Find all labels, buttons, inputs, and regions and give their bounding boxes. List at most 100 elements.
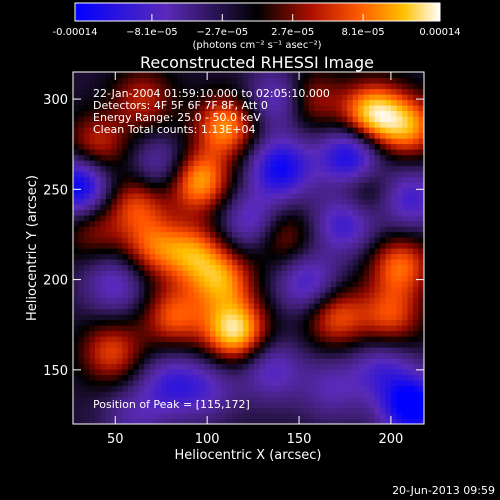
heatmap-cell [270,171,277,178]
heatmap-cell [100,308,107,315]
heatmap-cell [418,215,424,222]
heatmap-cell [199,171,206,178]
heatmap-cell [188,292,195,299]
heatmap-cell [396,347,403,354]
heatmap-cell [286,286,293,293]
heatmap-cell [204,402,211,409]
heatmap-cell [286,132,293,139]
heatmap-cell [275,374,282,381]
heatmap-cell [94,319,102,326]
heatmap-cell [221,380,228,387]
heatmap-cell [314,160,321,167]
heatmap-cell [281,418,288,424]
heatmap-cell [303,418,310,424]
heatmap-cell [171,160,178,167]
heatmap-cell [89,132,96,139]
heatmap-cell [330,143,337,150]
heatmap-cell [160,281,167,288]
heatmap-cell [182,88,189,95]
heatmap-cell [193,369,200,376]
heatmap-cell [347,127,354,134]
heatmap-cell [396,176,403,183]
heatmap-cell [391,391,398,398]
heatmap-cell [253,248,261,255]
heatmap-cell [391,198,398,205]
heatmap-cell [171,303,178,310]
heatmap-cell [188,226,195,233]
heatmap-cell [177,110,184,117]
heatmap-cell [182,264,189,271]
heatmap-cell [73,286,80,293]
heatmap-cell [193,77,200,84]
heatmap-cell [385,369,392,376]
heatmap-cell [319,308,326,315]
heatmap-cell [144,226,151,233]
heatmap-cell [105,215,112,222]
heatmap-cell [413,154,420,161]
heatmap-cell [111,143,118,150]
heatmap-cell [116,94,123,101]
heatmap-cell [413,187,420,194]
heatmap-cell [73,226,80,233]
heatmap-cell [402,72,409,79]
heatmap-cell [199,121,206,128]
heatmap-cell [204,286,211,293]
heatmap-cell [264,215,272,222]
heatmap-cell [369,77,376,84]
heatmap-cell [363,182,370,189]
heatmap-cell [369,314,376,321]
heatmap-cell [177,226,184,233]
heatmap-cell [122,116,129,123]
heatmap-cell [100,264,107,271]
heatmap-cell [270,72,277,79]
heatmap-cell [204,127,211,134]
heatmap-cell [177,237,184,244]
heatmap-cell [347,413,354,420]
heatmap-cell [94,281,102,288]
heatmap-cell [253,374,261,381]
heatmap-cell [292,99,299,106]
heatmap-cell [138,380,145,387]
heatmap-cell [402,187,409,194]
heatmap-cell [314,110,321,117]
heatmap-cell [330,292,337,299]
colorbar-tick-label: 2.7e−05 [271,27,314,38]
heatmap-cell [292,110,299,117]
heatmap-cell [380,116,387,123]
heatmap-cell [73,99,80,106]
heatmap-cell [253,413,261,420]
heatmap-cell [138,385,145,392]
heatmap-cell [270,292,277,299]
heatmap-cell [380,275,387,282]
heatmap-cell [78,187,85,194]
heatmap-cell [144,182,151,189]
heatmap-cell [270,187,277,194]
heatmap-cell [199,380,206,387]
heatmap-cell [138,336,145,343]
heatmap-cell [253,138,261,145]
heatmap-cell [325,94,332,101]
heatmap-cell [385,264,392,271]
heatmap-cell [171,132,178,139]
heatmap-cell [83,391,91,398]
heatmap-cell [160,237,167,244]
heatmap-cell [330,336,337,343]
heatmap-cell [352,99,359,106]
heatmap-cell [100,160,107,167]
heatmap-cell [144,385,151,392]
heatmap-cell [358,237,365,244]
heatmap-cell [111,341,118,348]
heatmap-cell [232,127,239,134]
heatmap-cell [270,242,277,249]
heatmap-cell [391,231,398,238]
heatmap-cell [166,380,173,387]
heatmap-cell [325,292,332,299]
heatmap-cell [127,286,134,293]
heatmap-cell [270,363,277,370]
heatmap-cell [226,193,233,200]
heatmap-cell [418,198,424,205]
heatmap-cell [182,413,189,420]
heatmap-cell [133,418,140,424]
heatmap-cell [347,72,354,79]
heatmap-cell [347,391,354,398]
